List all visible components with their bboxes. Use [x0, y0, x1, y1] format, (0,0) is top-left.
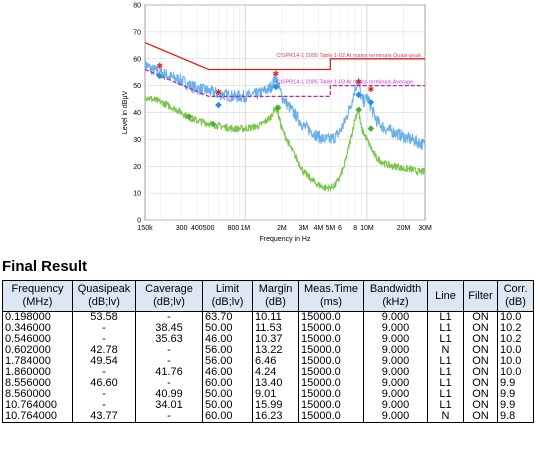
x-tick-label: 800 [228, 225, 240, 232]
table-row: 0.546000-35.63 46.00 10.37 15000.0 9.000 L1 ON… [2, 334, 534, 345]
trace-series-1 [144, 94, 426, 192]
header-limit: Limit (dB;lv) [202, 280, 253, 312]
table-header-row: Frequency (MHz) Quasipeak (dB;lv) Caverage… [2, 280, 534, 312]
marker-star: ✱ [355, 77, 362, 86]
x-tick-label: 1M [240, 225, 250, 232]
cell-margin: 16.23 [252, 411, 299, 423]
cell-corr: 9.9 [497, 378, 534, 389]
header-line: Line [427, 280, 464, 312]
y-axis-title: Level in dBµV [122, 91, 129, 135]
marker-star: ✱ [156, 61, 163, 70]
x-tick-label: 150k [137, 225, 153, 232]
y-tick-label: 20 [133, 164, 141, 171]
header-corr: Corr. (dB) [497, 280, 534, 312]
header-filter: Filter [463, 280, 498, 312]
x-tick-label: 6 [338, 225, 342, 232]
limit-annotation: CISPR14-1 2005 Table 1-02 At mains termi… [276, 53, 421, 59]
marker-diamond [367, 125, 375, 132]
y-tick-label: 0 [137, 218, 141, 225]
cell-corr: 9.9 [497, 389, 534, 400]
header-frequency: Frequency (MHz) [2, 280, 73, 312]
table-row: 1.784000 49.54-56.00 6.46 15000.0 9.000 L1 ON 1… [2, 356, 534, 367]
table-row: 10.764000-34.01 50.00 15.99 15000.0 9.000 L1 O… [2, 400, 534, 411]
marker-diamond [215, 101, 222, 109]
marker-diamond [274, 104, 282, 112]
table-row: 10.764000 43.77-60.00 16.23 15000.0 9.000 N ON… [2, 411, 534, 423]
cell-corr: 10.0 [497, 311, 534, 323]
marker-diamond [367, 99, 375, 106]
cell-filter: ON [463, 411, 498, 423]
y-tick-label: 80 [133, 3, 141, 10]
table-row: 1.860000-41.76 46.00 4.24 15000.0 9.000 L1 ON 1… [2, 367, 534, 378]
y-tick-label: 60 [133, 56, 141, 63]
y-tick-label: 40 [133, 110, 141, 117]
marker-diamond [185, 113, 193, 120]
x-tick-label: 300 [176, 225, 188, 232]
marker-star: ✱ [272, 70, 279, 79]
header-bandwidth: Bandwidth (kHz) [363, 280, 428, 312]
cell-caverage: - [135, 411, 203, 423]
marker-diamond [272, 83, 280, 91]
x-tick-label: 30M [418, 225, 432, 232]
cell-corr: 10.2 [497, 334, 534, 345]
header-meas-time: Meas.Time (ms) [298, 280, 364, 312]
cell-corr: 10.0 [497, 356, 534, 367]
cell-quasipeak: 43.77 [72, 411, 136, 423]
cell-corr: 9.8 [497, 411, 534, 423]
header-caverage: Caverage (dB;lv) [135, 280, 203, 312]
cell-meas-time: 15000.0 [298, 411, 364, 423]
x-tick-label: 10M [360, 225, 374, 232]
limit-annotation: CISPR14-1 2005 Table 1-03 At mains termi… [276, 80, 413, 86]
x-tick-label: 8 [353, 225, 357, 232]
x-tick-label: 5M [325, 225, 335, 232]
table-row: 0.602000 42.78-56.00 13.22 15000.0 9.000 N ON 1… [2, 345, 534, 356]
emission-chart: 0 10 20 30 40 50 60 70 80 150k 300 400 500 800 1M 2M 3M 4… [122, 3, 432, 244]
x-tick-label: 4M [314, 225, 324, 232]
marker-diamond [355, 91, 363, 99]
emission-chart-svg: 0 10 20 30 40 50 60 70 80 150k 300 400 500 800 1M 2M 3M 4… [122, 3, 432, 244]
limit-line-0 [144, 42, 425, 71]
y-tick-label: 50 [133, 83, 141, 90]
table-row: 8.556000 46.60-60.00 13.40 15000.0 9.000 L1 ON… [2, 378, 534, 389]
table-row: 0.346000-38.45 50.00 11.53 15000.0 9.000 L1 ON… [2, 323, 534, 334]
table-row: 8.560000-40.99 50.00 9.01 15000.0 9.000 L1 ON 9… [2, 389, 534, 400]
marker-diamond [156, 72, 163, 80]
x-tick-label: 20M [397, 225, 411, 232]
cell-limit: 60.00 [202, 411, 253, 423]
table-row: 0.198000 53.58-63.70 10.11 15000.0 9.000 L1 ON… [2, 311, 534, 323]
x-tick-label: 500 [203, 225, 215, 232]
y-tick-label: 30 [133, 137, 141, 144]
final-result-title: Final Result [2, 258, 88, 275]
y-tick-label: 10 [133, 191, 141, 198]
y-tick-label: 70 [133, 29, 141, 36]
cell-line: N [427, 411, 464, 423]
marker-diamond [209, 120, 217, 128]
cell-corr: 10.2 [497, 323, 534, 334]
x-axis-title: Frequency in Hz [260, 236, 311, 243]
cell-bandwidth: 9.000 [363, 411, 428, 423]
x-tick-label: 400 [191, 225, 203, 232]
table-body: 0.198000 53.58-63.70 10.11 15000.0 9.000 L1 ON… [2, 311, 534, 423]
cell-corr: 10.0 [497, 367, 534, 378]
cell-corr: 10.0 [497, 345, 534, 356]
x-tick-label: 3M [298, 225, 308, 232]
trace-series-0 [144, 58, 426, 151]
cell-corr: 9.9 [497, 400, 534, 411]
cell-frequency: 10.764000 [2, 411, 73, 423]
marker-star: ✱ [215, 88, 222, 97]
marker-star: ✱ [367, 85, 374, 94]
x-tick-label: 2M [277, 225, 287, 232]
marker-diamond [355, 106, 363, 114]
header-quasipeak: Quasipeak (dB;lv) [72, 280, 136, 312]
final-result-table: Frequency (MHz) Quasipeak (dB;lv) Caverage… [2, 280, 534, 423]
header-margin: Margin (dB) [252, 280, 299, 312]
